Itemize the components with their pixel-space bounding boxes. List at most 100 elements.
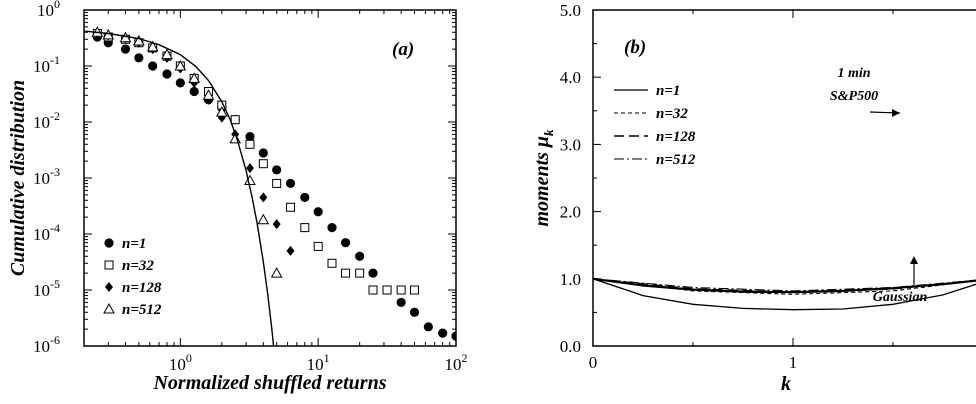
data-point-n-128 [286, 245, 295, 256]
data-point-n-512 [257, 213, 270, 225]
y-tick-label-a: 10-1 [33, 53, 60, 76]
data-point-n-32 [410, 285, 420, 295]
data-point-n-1 [258, 148, 268, 158]
annotation-gaussian-label: Gaussian [873, 290, 928, 305]
panel-a: 100 101 102 10-6 10-5 10-4 10-3 10-2 10-1 100 (a)… [7, 0, 468, 394]
series-n-512 [91, 26, 283, 278]
curve-gaussian [593, 277, 976, 294]
legend-label-n-1: n=1 [656, 83, 680, 99]
y-tick-label-b: 0.0 [560, 337, 581, 356]
data-point-n-1 [340, 238, 351, 248]
data-point-n-32 [272, 178, 282, 188]
data-point-n-32 [286, 202, 296, 212]
data-point-n-32 [300, 223, 310, 233]
y-tick-label-b: 2.0 [560, 203, 581, 222]
data-point-n-512 [161, 48, 173, 60]
data-point-n-32 [258, 159, 268, 169]
data-point-n-32 [396, 285, 406, 295]
x-tick-label-a: 102 [445, 351, 468, 374]
data-point-n-32 [341, 268, 351, 278]
series-n-32 [92, 29, 420, 295]
y-tick-label-a: 100 [37, 0, 60, 20]
data-point-n-512 [215, 106, 228, 117]
annotation-sp500-line1: 1 min [837, 66, 870, 81]
y-tick-label-a: 10-2 [33, 109, 60, 132]
plot-frame-b [592, 9, 976, 347]
legend-label-n-512: n=512 [656, 152, 696, 168]
legend-label-n-32: n=32 [122, 258, 154, 274]
data-point-n-512 [202, 89, 215, 100]
gaussian-curve-a [84, 30, 275, 346]
panel-label-a: (a) [392, 39, 414, 60]
annotation-sp500-arrowhead [892, 109, 900, 117]
curve-n-1 [593, 278, 976, 311]
legend-label-n-512: n=512 [122, 302, 162, 318]
data-point-n-1 [272, 165, 282, 175]
legend-marker-n-32 [104, 260, 114, 270]
curve-n-128 [593, 278, 976, 293]
legend-b: n=1 n=32 n=128 n=512 [614, 83, 696, 168]
data-point-n-512 [132, 34, 145, 46]
data-point-n-1 [148, 61, 158, 71]
legend-marker-n-128 [105, 282, 113, 292]
panel-label-b: (b) [624, 37, 646, 58]
data-point-n-512 [188, 72, 201, 83]
y-tick-label-a: 10-6 [33, 333, 60, 356]
data-point-n-512 [146, 40, 159, 52]
data-point-n-1 [162, 69, 172, 79]
y-tick-label-b: 3.0 [560, 135, 581, 154]
data-point-n-1 [368, 268, 378, 278]
legend-label-n-32: n=32 [656, 106, 688, 122]
y-axis-label-b-main: moments μ [531, 136, 553, 227]
data-point-n-512 [270, 267, 283, 278]
legend-marker-n-512 [103, 302, 115, 314]
x-tick-label-b: 0 [589, 353, 598, 372]
y-axis-label-b-sub: k [541, 129, 556, 136]
data-point-n-32 [368, 285, 378, 295]
x-axis-label-a: Normalized shuffled returns [152, 372, 386, 394]
legend-a: n=1 n=32 n=128 n=512 [103, 236, 162, 318]
data-point-n-1 [285, 178, 296, 189]
y-axis-label-b: moments μk [531, 129, 556, 227]
legend-label-n-128: n=128 [122, 280, 162, 296]
data-point-n-32 [327, 258, 337, 268]
curve-n-32 [593, 278, 976, 295]
data-point-n-32 [355, 268, 365, 278]
data-point-n-1 [396, 297, 406, 308]
data-point-n-1 [451, 331, 456, 341]
data-point-n-1 [134, 53, 144, 63]
data-point-n-1 [189, 86, 199, 97]
data-point-n-1 [313, 207, 323, 217]
annotation-gaussian-arrowhead [910, 256, 918, 264]
y-tick-label-a: 10-4 [33, 221, 60, 244]
data-point-n-32 [245, 139, 255, 149]
curve-n-512 [593, 278, 976, 292]
data-point-n-128 [245, 163, 254, 174]
data-point-n-1 [120, 44, 131, 54]
y-axis-label-a: Cumulative distribution [7, 80, 29, 276]
data-point-n-32 [230, 115, 240, 125]
data-point-n-1 [355, 251, 365, 261]
y-tick-label-a: 10-3 [33, 165, 60, 188]
series-n-1 [92, 32, 456, 341]
data-point-n-32 [313, 241, 323, 251]
y-tick-label-b: 4.0 [560, 68, 581, 87]
data-point-n-512 [244, 174, 256, 186]
data-point-n-1 [245, 131, 255, 142]
data-point-n-32 [382, 285, 392, 295]
data-point-n-1 [409, 307, 420, 317]
data-point-n-128 [272, 219, 281, 230]
x-tick-label-b: 1 [789, 353, 798, 372]
data-point-n-1 [327, 223, 337, 233]
legend-label-n-128: n=128 [656, 129, 696, 145]
y-tick-label-a: 10-5 [33, 277, 60, 300]
data-point-n-1 [438, 328, 448, 338]
legend-marker-n-1 [104, 238, 114, 248]
x-tick-label-a: 100 [169, 351, 192, 374]
data-point-n-128 [259, 192, 268, 203]
annotation-sp500-line2: S&P500 [830, 89, 878, 104]
x-tick-label-a: 101 [307, 351, 330, 374]
annotation-sp500: 1 min S&P500 Gaussian [830, 66, 928, 305]
y-tick-label-b: 5.0 [560, 1, 581, 20]
